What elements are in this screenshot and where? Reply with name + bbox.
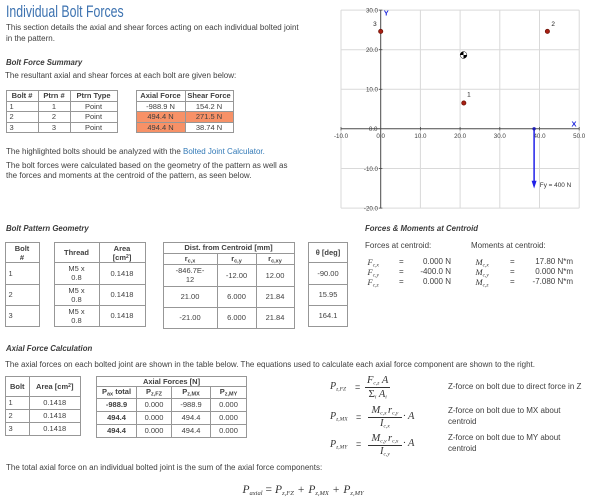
svg-text:0.0: 0.0: [369, 126, 378, 133]
svg-text:50.0: 50.0: [573, 133, 586, 140]
svg-text:2: 2: [551, 21, 555, 28]
svg-text:0.0: 0.0: [376, 133, 385, 140]
svg-text:20.0: 20.0: [454, 133, 467, 140]
svg-text:40.0: 40.0: [533, 133, 546, 140]
svg-text:30.0: 30.0: [366, 7, 379, 14]
svg-text:-10.0: -10.0: [364, 166, 379, 173]
svg-text:20.0: 20.0: [366, 47, 379, 54]
svg-text:X: X: [572, 119, 577, 128]
svg-text:-10.0: -10.0: [334, 133, 349, 140]
svg-text:3: 3: [373, 21, 377, 28]
svg-text:Fy = 400 N: Fy = 400 N: [540, 182, 572, 189]
svg-text:-20.0: -20.0: [364, 205, 379, 212]
svg-text:10.0: 10.0: [414, 133, 427, 140]
svg-text:30.0: 30.0: [494, 133, 507, 140]
svg-text:1: 1: [467, 92, 471, 99]
svg-text:Y: Y: [384, 9, 389, 18]
svg-text:10.0: 10.0: [366, 87, 379, 94]
